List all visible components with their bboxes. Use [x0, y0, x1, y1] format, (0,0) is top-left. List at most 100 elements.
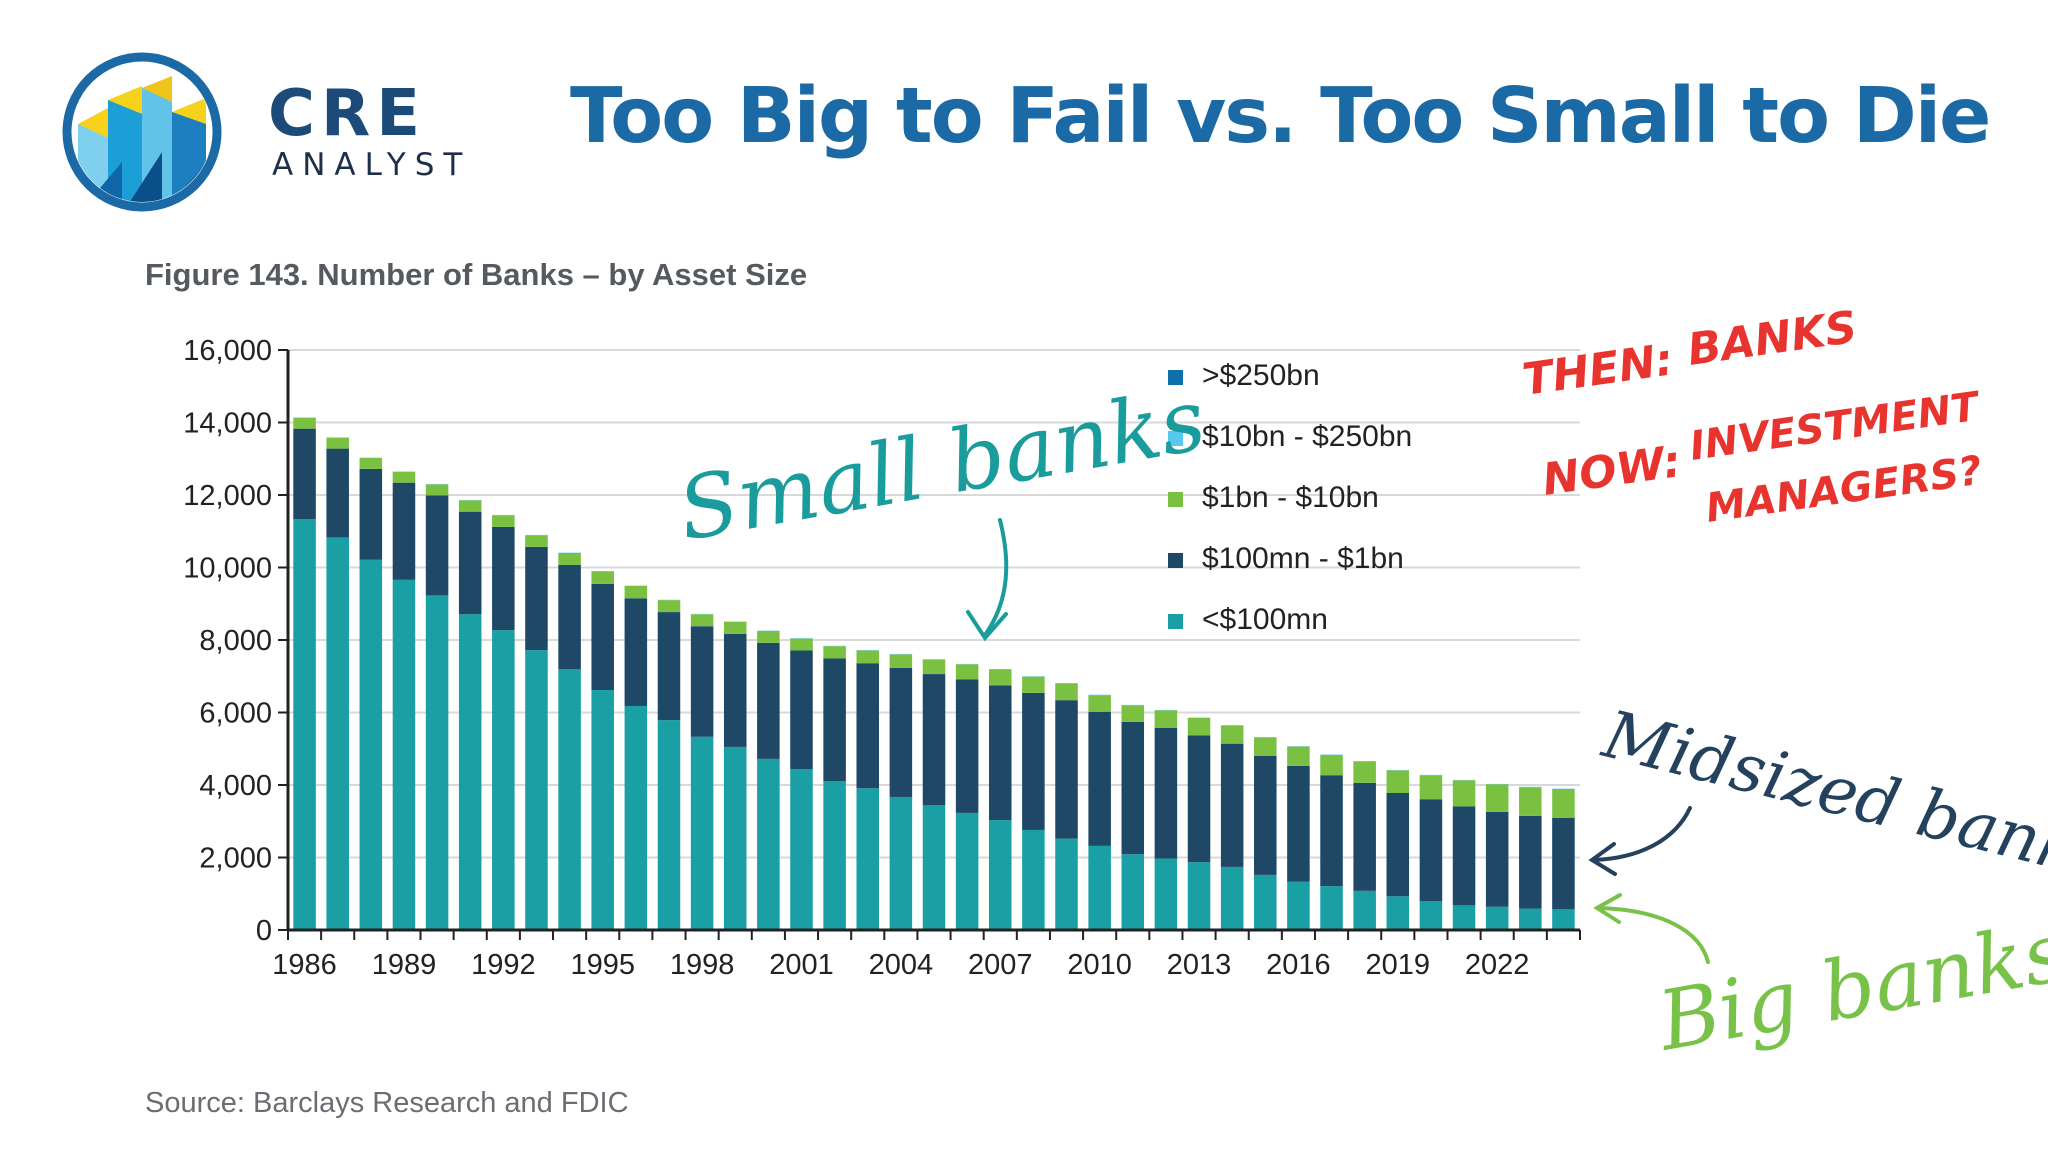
bars	[293, 417, 1575, 930]
bar-segment	[1519, 787, 1542, 816]
bar-segment	[1452, 905, 1476, 930]
now-label: NOW:	[1539, 436, 1684, 506]
bar-segment	[1121, 854, 1145, 930]
bar-segment	[624, 598, 648, 706]
big-banks-arrow	[1598, 906, 1710, 964]
small-banks-note: Small banks	[671, 370, 1212, 561]
bar-segment	[1088, 695, 1111, 712]
x-tick-label: 2001	[769, 949, 834, 981]
bar-segment	[823, 781, 846, 930]
bar-segment	[293, 417, 316, 429]
bar-segment	[624, 705, 648, 930]
bar-segment	[1055, 683, 1078, 701]
bar-segment	[690, 626, 714, 737]
y-tick-label: 4,000	[199, 770, 272, 802]
bar-segment	[591, 571, 614, 584]
bar-segment	[1353, 782, 1376, 891]
bar-segment	[591, 583, 614, 691]
bar-segment	[1220, 866, 1244, 930]
x-tick-label: 1992	[471, 949, 536, 981]
bar-segment	[790, 638, 813, 651]
midsized-banks-note: Midsized banks	[1595, 696, 2048, 897]
legend-swatch	[1168, 370, 1183, 385]
bar-segment	[558, 564, 581, 669]
x-tick-label: 2010	[1067, 949, 1132, 981]
annotation-big-banks: Big banks	[1593, 893, 2048, 1070]
brand-subtitle: ANALYST	[272, 147, 472, 183]
bar-segment	[1254, 874, 1277, 930]
bar-segment	[955, 812, 979, 930]
legend-swatch	[1168, 492, 1183, 507]
bar-segment	[1419, 775, 1443, 800]
annotation-small-banks: Small banks	[671, 370, 1213, 642]
bar-segment	[790, 769, 813, 930]
bar-segment	[458, 614, 482, 930]
bar-segment	[823, 646, 846, 659]
big-banks-note: Big banks	[1650, 905, 2048, 1070]
bar-segment	[690, 614, 714, 627]
y-tick-label: 10,000	[183, 553, 272, 585]
bar-segment	[492, 630, 515, 930]
x-tick-label: 2022	[1465, 949, 1530, 981]
bar-segment	[1187, 735, 1211, 863]
legend: >$250bn $10bn - $250bn $1bn - $10bn $100mn …	[1168, 359, 1412, 636]
bar-segment	[392, 579, 416, 930]
bar-segment	[1419, 799, 1443, 901]
midsized-banks-arrow	[1593, 806, 1692, 862]
bar-segment	[988, 820, 1012, 930]
bar-segment	[1320, 754, 1343, 776]
bar-segment	[1088, 845, 1111, 930]
midsized-banks-arrowhead	[1588, 842, 1617, 876]
bar-segment	[723, 633, 747, 747]
bar-segment	[657, 612, 681, 721]
bar-segment	[889, 796, 913, 930]
x-tick-label: 2004	[869, 949, 934, 981]
bar-segment	[1386, 770, 1410, 793]
bar-segment	[1353, 761, 1376, 783]
bar-segment	[525, 535, 548, 547]
then-label: THEN:	[1519, 334, 1676, 406]
bar-segment	[1519, 908, 1542, 930]
x-tick-label: 2016	[1266, 949, 1331, 981]
bar-segment	[1287, 746, 1310, 766]
bar-segment	[790, 650, 813, 770]
bar-segment	[1320, 775, 1343, 887]
bar-segment	[492, 526, 515, 631]
headline: Too Big to Fail vs. Too Small to Die	[570, 72, 1991, 161]
bar-segment	[392, 471, 416, 483]
bar-segment	[757, 758, 780, 930]
bar-segment	[624, 585, 648, 599]
figure-title: Figure 143. Number of Banks – by Asset S…	[145, 257, 808, 292]
bar-segment	[757, 642, 780, 759]
bar-segment	[1552, 817, 1575, 910]
bar-segment	[359, 458, 383, 469]
bar-segment	[1254, 737, 1277, 756]
source-note: Source: Barclays Research and FDIC	[145, 1087, 629, 1119]
bar-segment	[889, 654, 913, 668]
bar-segment	[1386, 896, 1410, 930]
brand-name: CRE	[268, 77, 426, 151]
y-tick-label: 6,000	[199, 698, 272, 730]
bar-segment	[723, 746, 747, 930]
bar-segment	[922, 805, 946, 930]
bar-segment	[1088, 711, 1111, 846]
small-banks-arrowhead	[966, 610, 1008, 642]
y-tick-label: 0	[256, 915, 272, 947]
legend-label: $100mn - $1bn	[1202, 542, 1404, 575]
bar-segment	[1519, 815, 1542, 909]
bar-segment	[856, 788, 880, 930]
bar-segment	[856, 650, 880, 664]
legend-swatch	[1168, 431, 1183, 446]
bar-segment	[1022, 829, 1045, 930]
bar-segment	[458, 511, 482, 615]
bar-segment	[1154, 727, 1178, 859]
bar-segment	[1121, 705, 1145, 722]
bar-segment	[392, 482, 416, 580]
cre-analyst-logo	[62, 52, 222, 212]
bar-segment	[1552, 909, 1575, 930]
bar-segment	[1287, 881, 1310, 930]
bar-segment	[425, 495, 449, 596]
legend-label: $1bn - $10bn	[1202, 481, 1379, 514]
bar-segment	[492, 515, 515, 527]
